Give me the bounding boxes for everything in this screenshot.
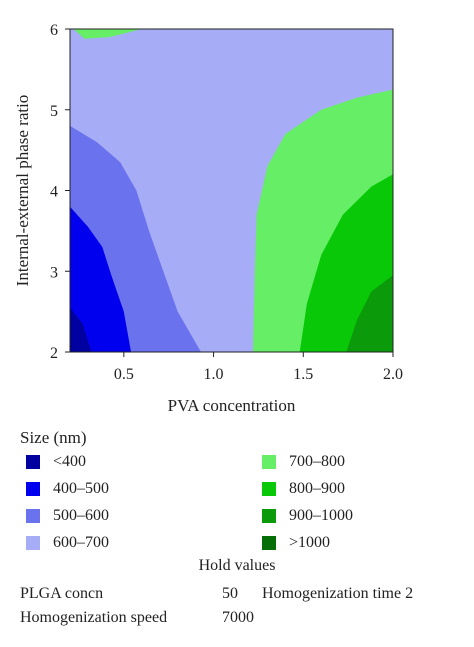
- hold-values-title: Hold values: [198, 557, 276, 574]
- legend-label-400-500: 400–500: [53, 480, 109, 497]
- legend-label-500-600: 500–600: [53, 507, 109, 524]
- legend-label-900-1000: 900–1000: [289, 507, 353, 524]
- legend-swatch-700-800: [262, 455, 276, 469]
- legend-label-600-700: 600–700: [53, 534, 109, 551]
- legend-swatch-800-900: [262, 482, 276, 496]
- x-tick-label: 2.0: [383, 366, 403, 383]
- legend-swatch-lt400: [26, 455, 40, 469]
- legend-label-gt1000: >1000: [289, 534, 331, 551]
- legend-title: Size (nm): [20, 428, 87, 447]
- legend-label-lt400: <400: [53, 453, 87, 470]
- legend-swatch-600-700: [26, 536, 40, 550]
- region-400-500: [70, 206, 131, 352]
- hold-time-label: Homogenization time 2: [262, 585, 414, 602]
- y-tick-label: 5: [50, 103, 58, 120]
- y-tick-label: 3: [50, 264, 58, 281]
- hold-speed-value: 7000: [222, 609, 254, 626]
- hold-plga-label: PLGA concn: [20, 585, 104, 602]
- legend-swatch-900-1000: [262, 509, 276, 523]
- legend-swatch-400-500: [26, 482, 40, 496]
- legend-swatch-gt1000: [262, 536, 276, 550]
- legend-label-700-800: 700–800: [289, 453, 345, 470]
- legend-swatch-500-600: [26, 509, 40, 523]
- y-tick-label: 6: [50, 22, 58, 39]
- y-tick-label: 4: [50, 184, 58, 201]
- x-tick-label: 1.0: [204, 366, 224, 383]
- contour-plot: 0.5 1.0 1.5 2.0 2 3 4 5 6 PVA concentration Int…: [13, 22, 403, 415]
- hold-plga-value: 50: [222, 585, 238, 602]
- x-tick-label: 0.5: [114, 366, 134, 383]
- region-lt400: [70, 307, 92, 352]
- legend-label-800-900: 800–900: [289, 480, 345, 497]
- x-axis-label: PVA concentration: [168, 396, 296, 415]
- region-900-1000: [346, 275, 393, 352]
- hold-speed-label: Homogenization speed: [20, 609, 168, 626]
- region-700-800-top: [70, 29, 142, 39]
- y-tick-label: 2: [50, 345, 58, 362]
- y-axis-label: Internal-external phase ratio: [13, 95, 32, 287]
- x-tick-label: 1.5: [293, 366, 313, 383]
